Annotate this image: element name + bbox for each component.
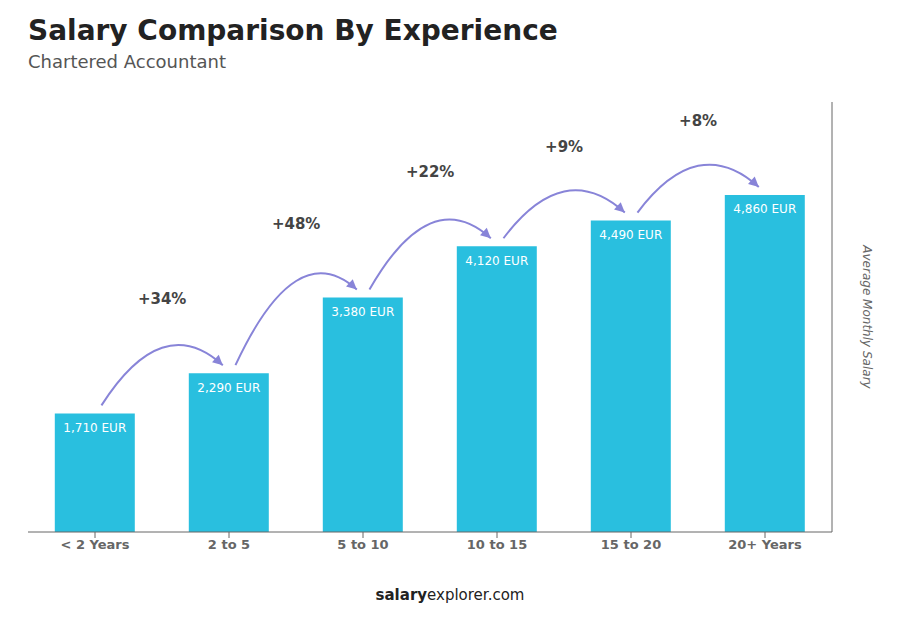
svg-text:+48%: +48% [272, 215, 320, 233]
svg-text:15 to 20: 15 to 20 [601, 537, 661, 552]
svg-text:5 to 10: 5 to 10 [337, 537, 388, 552]
svg-text:Average Monthly Salary: Average Monthly Salary [860, 244, 874, 389]
svg-text:4,120 EUR: 4,120 EUR [465, 254, 528, 268]
svg-text:+22%: +22% [406, 163, 454, 181]
svg-text:4,860 EUR: 4,860 EUR [733, 202, 796, 216]
html-text:Salary Comparison By Experienc: Salary Comparison By Experience [28, 14, 558, 47]
html-text:Chartered Accountant: Chartered Accountant [28, 51, 226, 72]
svg-text:+8%: +8% [679, 112, 717, 130]
svg-text:1,710 EUR: 1,710 EUR [63, 421, 126, 435]
svg-text:2,290 EUR: 2,290 EUR [197, 381, 260, 395]
html-text:salary explorer.com: salary explorer.com [375, 586, 525, 604]
svg-text:+9%: +9% [545, 138, 583, 156]
svg-text:+34%: +34% [138, 290, 186, 308]
svg-text:< 2 Years: < 2 Years [61, 537, 130, 552]
svg-text:20+ Years: 20+ Years [728, 537, 802, 552]
svg-text:10 to 15: 10 to 15 [467, 537, 527, 552]
svg-text:3,380 EUR: 3,380 EUR [331, 305, 394, 319]
svg-text:4,490 EUR: 4,490 EUR [599, 228, 662, 242]
svg-text:2 to 5: 2 to 5 [208, 537, 250, 552]
